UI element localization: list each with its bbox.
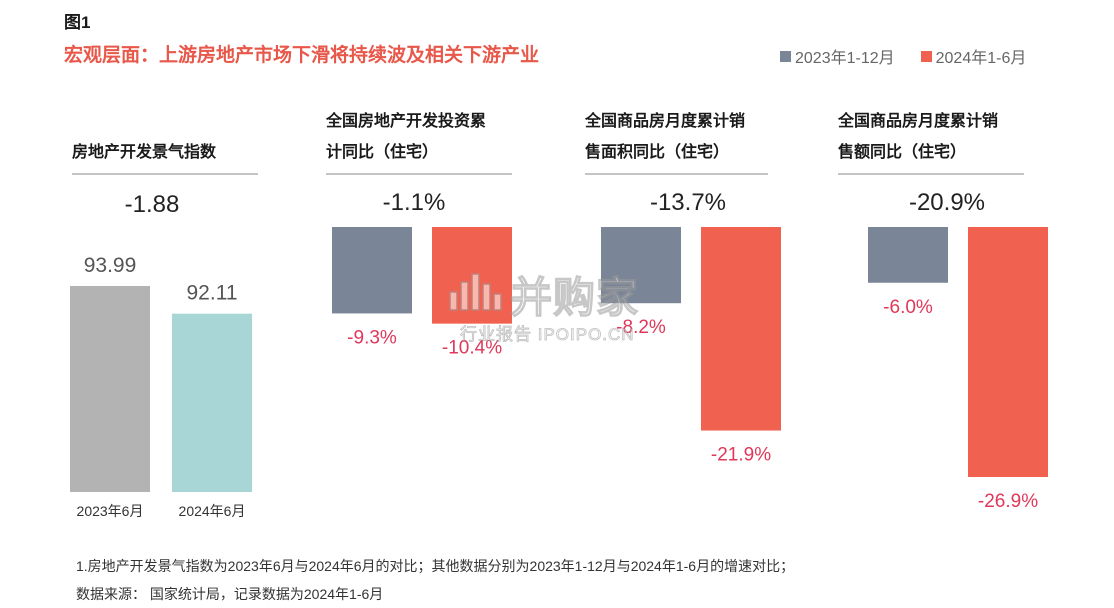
panel-3-headline: -13.7% — [650, 189, 726, 216]
panel-4-value-label-2: -26.9% — [978, 491, 1038, 512]
panel-2-bar-1 — [332, 227, 412, 314]
legend-item-2024: 2024年1-6月 — [920, 44, 1027, 68]
footnote: 1.房地产开发景气指数为2023年6月与2024年6月的对比；其他数据分别为20… — [76, 558, 795, 574]
panel-3-value-label-2: -21.9% — [711, 445, 771, 466]
panel-1-value-label-2: 92.11 — [187, 282, 238, 305]
panel-2-title-line-1: 全国房地产开发投资累 — [325, 111, 486, 130]
panel-4-title-line-1: 全国商品房月度累计销 — [837, 111, 998, 130]
panel-2-bar-2 — [432, 227, 512, 324]
source-note: 数据来源： 国家统计局，记录数据为2024年1-6月 — [76, 586, 384, 602]
panel-1-title: 房地产开发景气指数 — [72, 142, 217, 161]
panel-3-bar-2 — [701, 227, 781, 431]
panel-4-headline: -20.9% — [909, 189, 985, 216]
panel-1-category-2: 2024年6月 — [179, 503, 246, 519]
legend-item-2023: 2023年1-12月 — [780, 44, 895, 68]
panel-1-bar-1 — [70, 286, 150, 492]
panel-1-category-1: 2023年6月 — [77, 503, 144, 519]
legend-label-2024: 2024年1-6月 — [935, 50, 1027, 67]
panel-4-bar-2 — [968, 227, 1048, 477]
panel-3-title-line-1: 全国商品房月度累计销 — [584, 111, 745, 130]
panel-2-headline: -1.1% — [383, 189, 446, 216]
panel-1-value-label-1: 93.99 — [84, 254, 137, 277]
panel-2-value-label-1: -9.3% — [347, 327, 397, 348]
panel-4-bar-1 — [868, 227, 948, 283]
legend-swatch-2024 — [920, 50, 932, 62]
legend-swatch-2023 — [780, 50, 791, 62]
legend: 2023年1-12月 2024年1-6月 — [780, 44, 1026, 68]
panel-3-value-label-1: -8.2% — [616, 317, 666, 338]
panel-3-title-line-2: 售面积同比（住宅） — [585, 142, 729, 161]
panel-3-bar-1 — [601, 227, 681, 304]
panel-1-bar-2 — [172, 313, 252, 492]
panel-4-title-line-2: 售额同比（住宅） — [838, 142, 966, 161]
panel-2-value-label-2: -10.4% — [442, 338, 502, 359]
panel-2-title-line-2: 计同比（住宅） — [326, 142, 438, 161]
chart-area: 房地产开发景气指数 -1.88 93.99 2023年6月 92.11 2024年6月 全国… — [70, 111, 1048, 519]
panel-4-value-label-1: -6.0% — [883, 297, 933, 318]
legend-label-2023: 2023年1-12月 — [795, 50, 895, 67]
figure-label: 图1 — [64, 13, 91, 32]
chart-title: 宏观层面：上游房地产市场下滑将持续波及相关下游产业 — [64, 45, 540, 66]
panel-1-headline: -1.88 — [125, 191, 180, 218]
